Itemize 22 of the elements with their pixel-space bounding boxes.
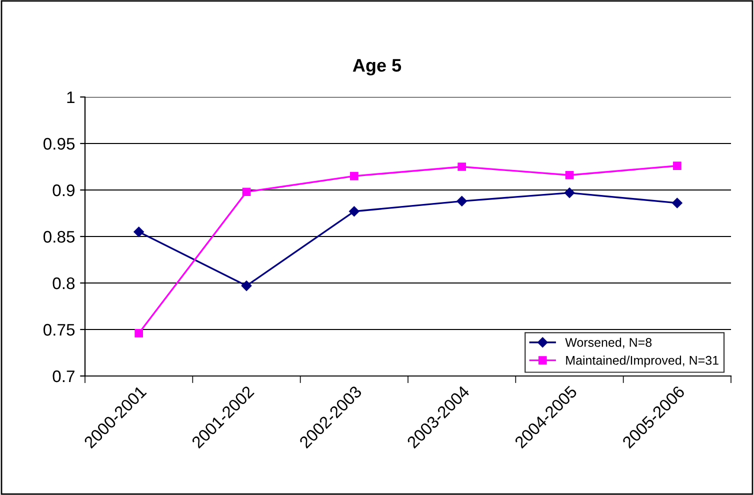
y-tick-label: 0.75 bbox=[43, 324, 75, 336]
point bbox=[134, 226, 144, 237]
point bbox=[672, 198, 682, 208]
point bbox=[456, 196, 467, 206]
point bbox=[350, 172, 358, 180]
point bbox=[564, 188, 575, 198]
y-tick-label: 0.95 bbox=[43, 138, 75, 150]
point bbox=[673, 162, 682, 170]
point bbox=[349, 206, 360, 217]
point bbox=[134, 329, 143, 338]
point bbox=[242, 188, 251, 196]
y-tick-label: 0.9 bbox=[52, 184, 74, 196]
point bbox=[458, 162, 466, 171]
chart-title: Age 5 bbox=[352, 59, 402, 76]
legend-label: Worsened, N=8 bbox=[565, 338, 652, 348]
point bbox=[565, 170, 574, 180]
y-tick-label: 0.85 bbox=[43, 230, 75, 243]
legend-label: Maintained/Improved, N=31 bbox=[566, 356, 718, 368]
y-tick-label: 0.8 bbox=[52, 277, 75, 290]
y-tick-label: 0.7 bbox=[52, 370, 74, 382]
y-tick-label: 1 bbox=[67, 92, 74, 104]
point bbox=[241, 280, 252, 291]
